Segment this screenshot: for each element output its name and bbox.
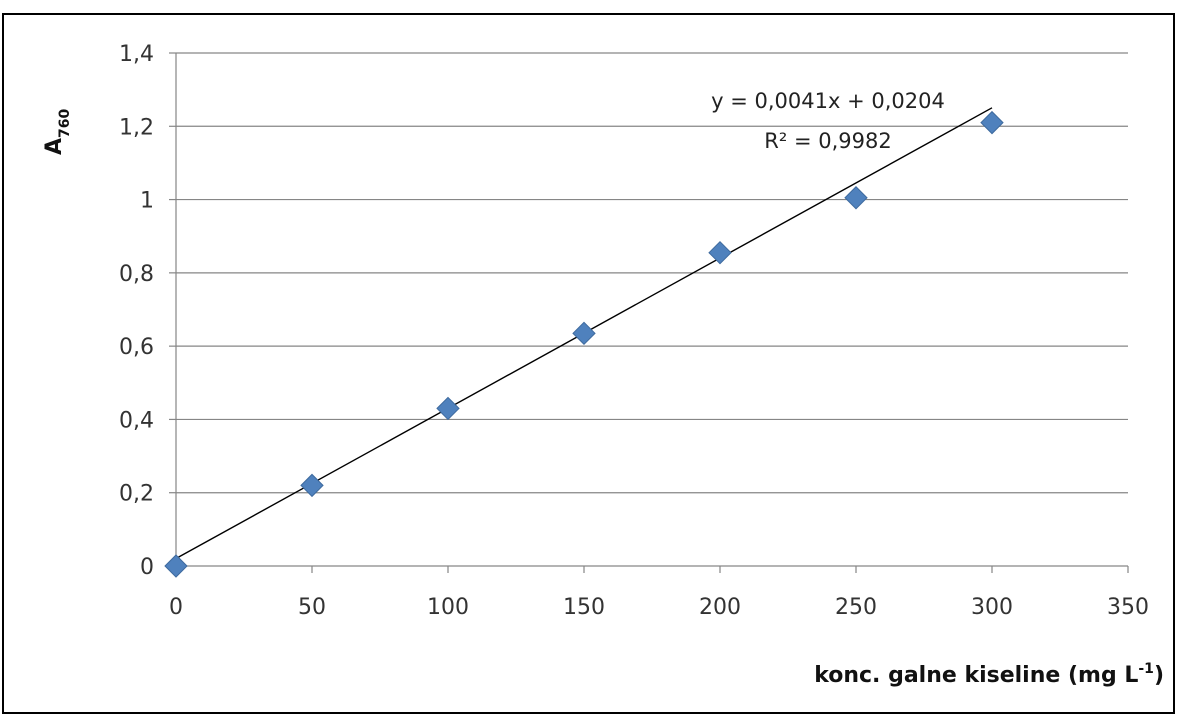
chart-frame: 0 0,2 0,4 0,6 0,8 1 1,2 1,4 0 50 100 150 200 250 300 35… bbox=[2, 13, 1175, 714]
x-axis-title: konc. galne kiseline (mg L-1) bbox=[814, 661, 1164, 688]
y-axis-title-sub: 760 bbox=[57, 108, 73, 137]
x-tick-label: 300 bbox=[971, 595, 1013, 620]
data-point bbox=[708, 240, 732, 265]
data-points bbox=[164, 110, 1004, 578]
x-tick-label: 50 bbox=[298, 595, 326, 620]
y-tick-label: 1 bbox=[140, 189, 154, 214]
data-point bbox=[164, 554, 188, 578]
y-tick-label: 0 bbox=[140, 555, 154, 580]
data-point bbox=[572, 321, 596, 346]
y-tick-label: 1,4 bbox=[119, 42, 154, 67]
gridlines bbox=[176, 52, 1128, 494]
axes bbox=[169, 52, 1129, 573]
data-point bbox=[300, 473, 324, 498]
r-squared-label: R² = 0,9982 bbox=[764, 129, 891, 153]
y-axis-title-main: A bbox=[42, 138, 67, 155]
y-tick-label: 0,4 bbox=[119, 408, 154, 433]
y-tick-label: 0,8 bbox=[119, 262, 154, 287]
tick-labels: 0 0,2 0,4 0,6 0,8 1 1,2 1,4 0 50 100 150 200 250 300 35… bbox=[119, 42, 1149, 620]
x-tick-label: 200 bbox=[699, 595, 741, 620]
x-axis-title-sup: -1 bbox=[1138, 661, 1154, 677]
data-point bbox=[844, 186, 868, 210]
data-point bbox=[436, 396, 460, 421]
y-tick-label: 1,2 bbox=[119, 115, 154, 140]
x-tick-label: 100 bbox=[427, 595, 469, 620]
y-tick-label: 0,2 bbox=[119, 482, 154, 507]
x-tick-label: 150 bbox=[563, 595, 605, 620]
trendline-equation: y = 0,0041x + 0,0204 bbox=[711, 89, 945, 113]
x-axis-title-tail: ) bbox=[1154, 663, 1164, 688]
x-axis-title-main: konc. galne kiseline (mg L bbox=[814, 663, 1138, 688]
data-point bbox=[980, 110, 1004, 135]
scatter-chart: 0 0,2 0,4 0,6 0,8 1 1,2 1,4 0 50 100 150 200 250 300 35… bbox=[42, 42, 1164, 688]
x-tick-label: 0 bbox=[169, 595, 183, 620]
y-tick-label: 0,6 bbox=[119, 335, 154, 360]
y-axis-title: A760 bbox=[42, 108, 73, 155]
x-tick-label: 250 bbox=[835, 595, 877, 620]
x-tick-label: 350 bbox=[1107, 595, 1149, 620]
